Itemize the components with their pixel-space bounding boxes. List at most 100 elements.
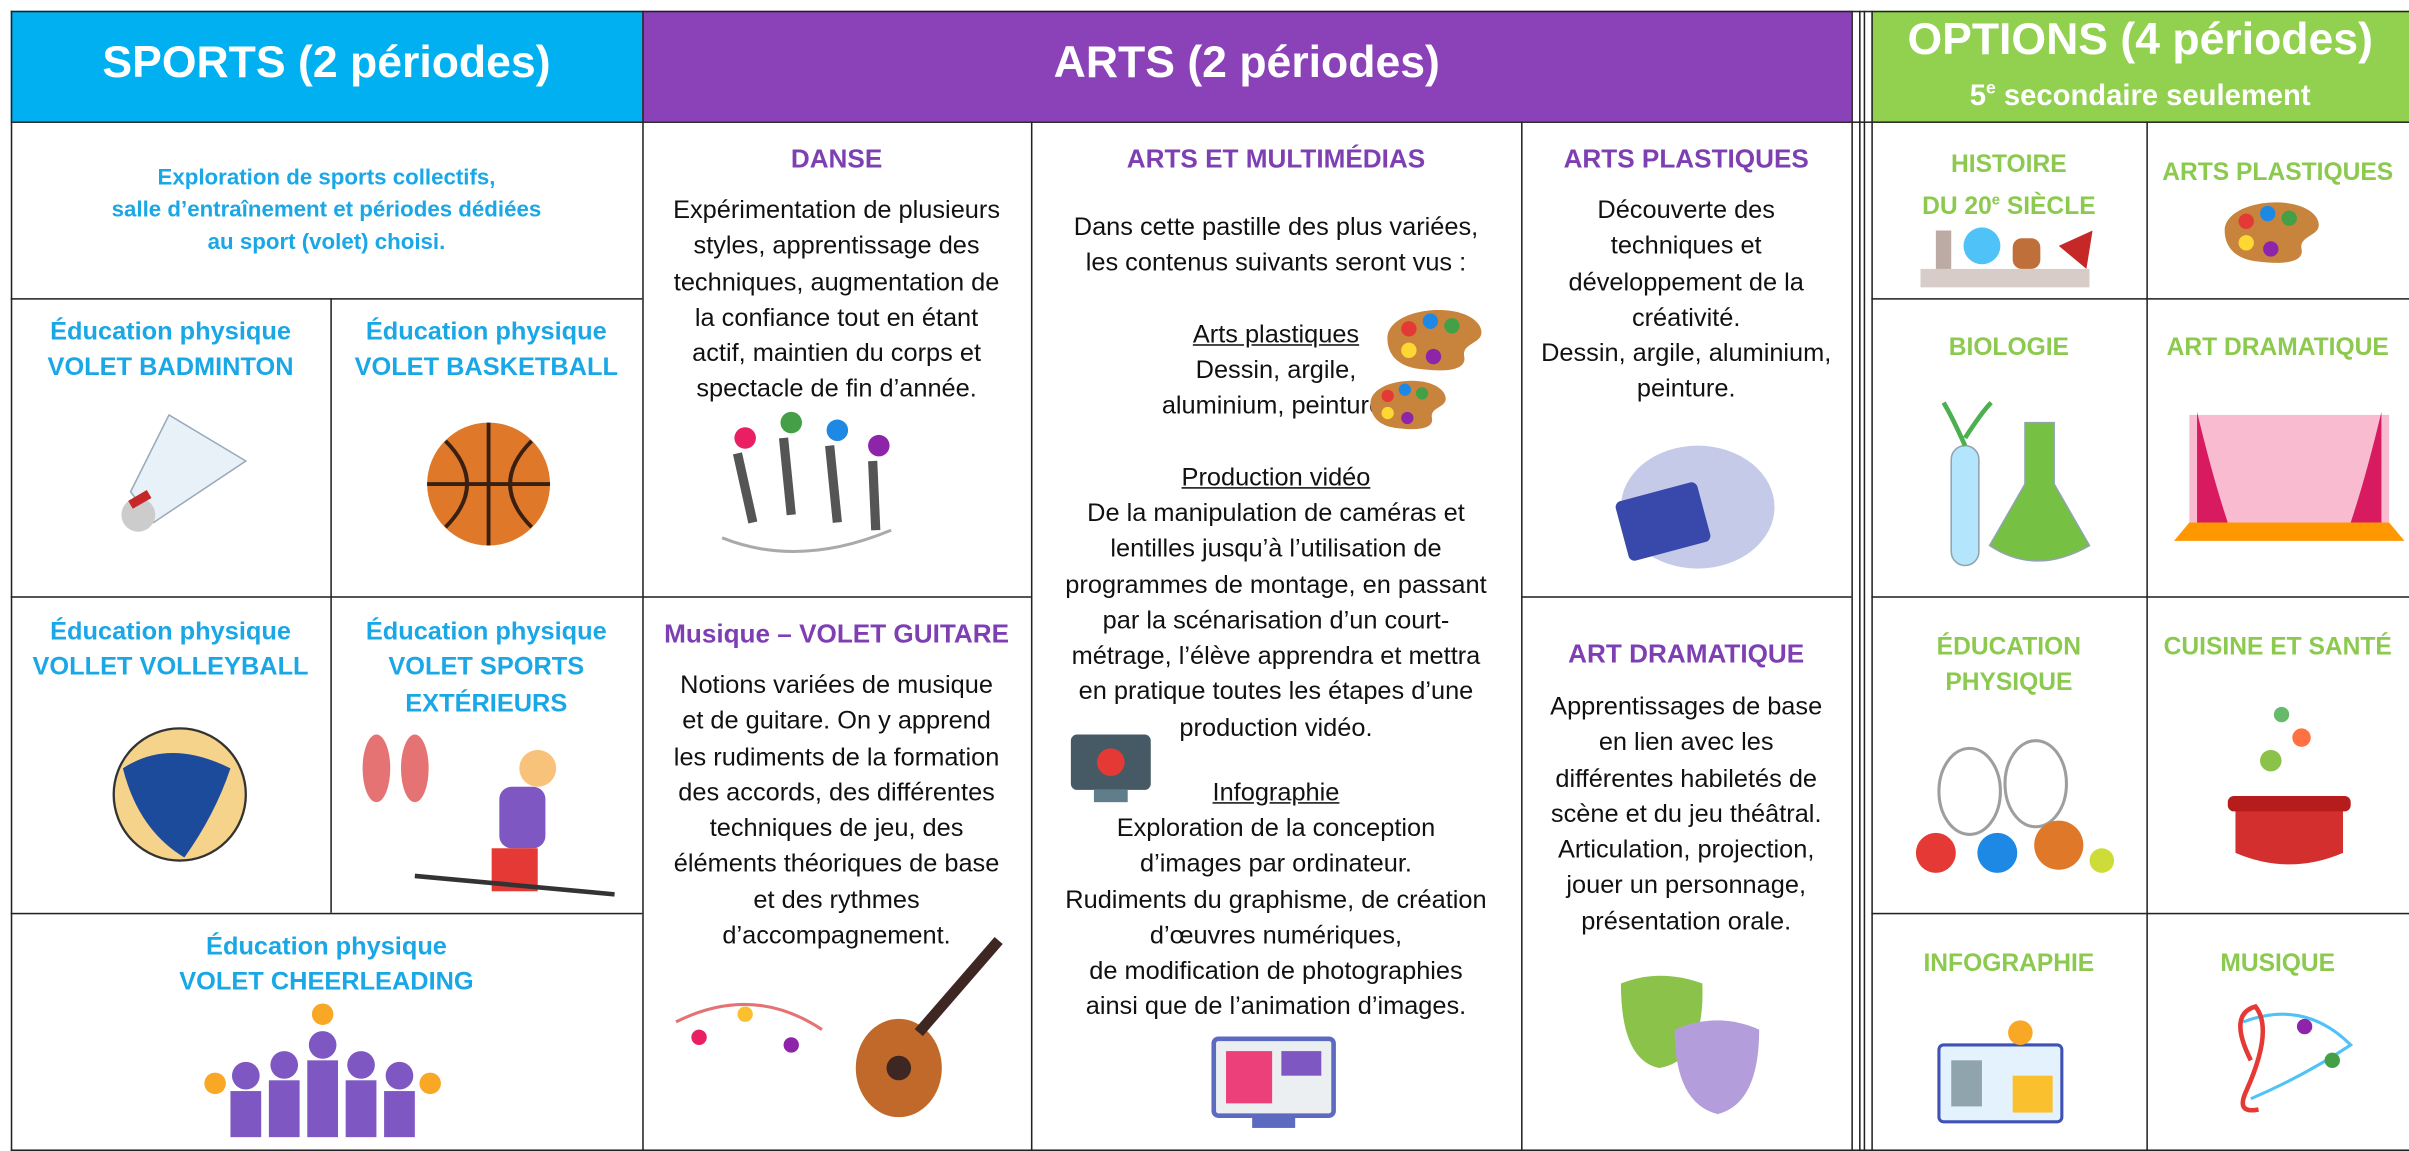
option-title: HISTOIRE DU 20e SIÈCLE: [1871, 148, 2146, 225]
border: [642, 10, 644, 1151]
option-title: INFOGRAPHIE: [1871, 947, 2146, 982]
volleyball: [112, 727, 247, 862]
sport-title: Éducation physique VOLET SPORTS EXTÉRIEURS: [330, 615, 642, 722]
text-line: Éducation physique: [365, 318, 607, 346]
text-line: au sport (volet) choisi.: [207, 230, 446, 256]
options-subtitle: 5e secondaire seulement: [1871, 80, 2409, 114]
computer-icon: [1211, 1036, 1336, 1128]
text-line: ART DRAMATIQUE: [2166, 335, 2389, 362]
music-notes: [675, 1002, 823, 1053]
text-line: les rudiments de la formation: [673, 743, 1000, 771]
dancers: [721, 411, 892, 554]
music-icon: [2238, 1003, 2354, 1113]
text-line: en pratique toutes les étapes d’une: [1078, 678, 1474, 707]
musique-title: Musique – VOLET GUITARE: [664, 619, 1010, 649]
text-line: Éducation physique: [206, 932, 447, 961]
text-line: Rudiments du graphisme, de création: [1065, 886, 1487, 914]
text-line: VOLET CHEERLEADING: [179, 968, 474, 997]
text-line: d’accompagnement.: [722, 922, 951, 950]
option-title: ÉDUCATION PHYSIQUE: [1871, 630, 2146, 701]
text-line: styles, apprentissage des: [693, 232, 980, 261]
border: [1871, 596, 2409, 598]
text-line: PHYSIQUE: [1945, 670, 2073, 697]
text-part: DU 20: [1922, 194, 1992, 221]
option-title: ARTS PLASTIQUES: [2146, 155, 2409, 190]
text-line: ARTS PLASTIQUES: [2162, 159, 2394, 186]
text-line: HISTOIRE: [1951, 152, 2067, 179]
text-line: Exploration de la conception: [1116, 814, 1436, 843]
border: [10, 298, 643, 300]
text-part: e: [1991, 192, 2000, 209]
text-line: Exploration de sports collectifs,: [157, 165, 496, 191]
sport-title: Éducation physique VOLET BASKETBALL: [330, 315, 642, 387]
text-line: production vidéo.: [1179, 714, 1373, 742]
text-line: INFOGRAPHIE: [1923, 951, 2095, 978]
text-line: EXTÉRIEURS: [405, 689, 568, 718]
sub-text: De la manipulation de caméras et lentille…: [1031, 496, 1521, 747]
text-line: MUSIQUE: [2220, 951, 2336, 978]
border: [1030, 121, 1033, 1151]
sport-title: Éducation physique VOLET CHEERLEADING: [11, 930, 642, 1002]
border: [10, 10, 2409, 13]
text-line: et de guitare. On y apprend: [682, 707, 991, 735]
text-line: ainsi que de l’animation d’images.: [1085, 993, 1467, 1022]
border: [1521, 596, 1852, 598]
border: [1871, 298, 2409, 300]
border: [10, 121, 2409, 123]
multimedia-intro: Dans cette pastille des plus variées, les…: [1031, 211, 1521, 283]
text-line: des accords, des différentes: [678, 778, 995, 807]
guitar: [855, 936, 1003, 1118]
plastiques-text: Découverte des techniques et développement…: [1521, 194, 1851, 409]
border: [1851, 10, 1853, 1151]
text-line: peinture.: [1636, 375, 1736, 404]
text-line: les contenus suivants seront vus :: [1085, 249, 1467, 278]
text-line: Articulation, projection,: [1557, 836, 1815, 864]
palette: [2224, 202, 2319, 263]
sub-text: Exploration de la conception d’images par…: [1031, 811, 1521, 1026]
option-title: BIOLOGIE: [1871, 330, 2146, 365]
text-line: d’œuvres numériques,: [1149, 921, 1403, 950]
basketball: [427, 422, 551, 546]
text-line: lentilles jusqu’à l’utilisation de: [1110, 535, 1442, 563]
arts-title: ARTS (2 périodes): [1053, 38, 1440, 88]
biology-icon: [1941, 400, 2091, 567]
options-title: OPTIONS (4 périodes): [1907, 15, 2373, 65]
text-line: aluminium, peinture.: [1161, 392, 1391, 420]
stage-icon: [2174, 411, 2405, 541]
sub-text: Dessin, argile, aluminium, peinture.: [1031, 353, 1521, 425]
history-icon: [1920, 227, 2093, 288]
text-line: Éducation physique: [365, 617, 607, 646]
border: [1871, 10, 1873, 1151]
option-title: MUSIQUE: [2146, 947, 2409, 982]
sport-title: Éducation physique VOLLET VOLLEYBALL: [11, 615, 331, 687]
text-line: développement de la: [1568, 268, 1804, 296]
text-line: de modification de photographies: [1089, 957, 1463, 986]
sport-title: Éducation physique VOLET BADMINTON: [11, 315, 331, 387]
video-icon: [1070, 734, 1151, 803]
sub-heading: Infographie: [1212, 779, 1340, 807]
text-line: différentes habiletés de: [1555, 764, 1818, 793]
musique-text: Notions variées de musique et de guitare.…: [642, 668, 1031, 954]
text-line: BIOLOGIE: [1948, 335, 2069, 362]
text-line: scène et du jeu théâtral.: [1550, 800, 1822, 829]
text-line: créativité.: [1631, 304, 1741, 332]
text-line: éléments théoriques de base: [673, 850, 1000, 879]
infographic-icon: [1937, 1020, 2064, 1124]
text-line: Expérimentation de plusieurs: [673, 196, 1001, 225]
text-line: VOLET BADMINTON: [47, 353, 294, 382]
text-line: et des rythmes: [753, 886, 920, 915]
options-header-bg: [1871, 10, 2409, 122]
border: [1863, 10, 1866, 1151]
subtitle-part: 5: [1969, 80, 1987, 113]
text-line: Notions variées de musique: [680, 671, 993, 700]
text-line: VOLLET VOLLEYBALL: [32, 653, 309, 682]
cooking-pot: [2227, 706, 2351, 865]
text-line: en lien avec les: [1598, 728, 1774, 757]
text-line: VOLET SPORTS: [388, 653, 585, 682]
option-title: ART DRAMATIQUE: [2146, 330, 2409, 365]
text-line: programmes de montage, en passant: [1065, 571, 1487, 599]
text-line: Dessin, argile, aluminium,: [1541, 339, 1832, 368]
text-line: techniques et: [1610, 232, 1762, 261]
